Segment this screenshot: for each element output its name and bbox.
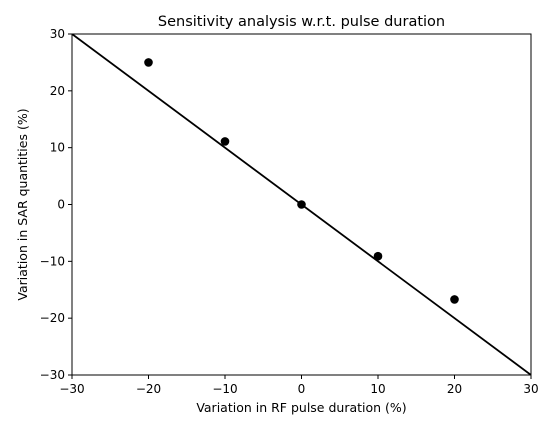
y-axis: −30 −20 −10 0 10 20 30 [40,27,72,382]
y-axis-label: Variation in SAR quantities (%) [15,108,30,300]
data-point [220,137,230,146]
data-point [297,200,306,209]
y-tick-label: −10 [40,254,65,268]
y-tick-label: 0 [57,198,65,212]
y-tick-label: 10 [50,141,65,155]
x-tick-label: 10 [370,382,385,396]
x-tick-label: 20 [447,382,462,396]
x-tick-label: 30 [523,382,538,396]
data-point [144,58,153,67]
y-tick-label: 20 [50,84,65,98]
plot-area [72,34,531,375]
x-tick-label: −20 [136,382,161,396]
x-axis-label: Variation in RF pulse duration (%) [196,400,406,415]
y-tick-label: −30 [40,368,65,382]
data-point [373,251,383,261]
chart-title: Sensitivity analysis w.r.t. pulse durati… [158,14,445,30]
x-tick-label: −10 [212,382,237,396]
y-tick-label: 30 [50,27,65,41]
y-tick-label: −20 [40,311,65,325]
x-tick-label: 0 [298,382,306,396]
x-tick-label: −30 [59,382,84,396]
x-axis: −30 −20 −10 0 10 20 30 [59,375,539,396]
data-point [450,295,459,304]
